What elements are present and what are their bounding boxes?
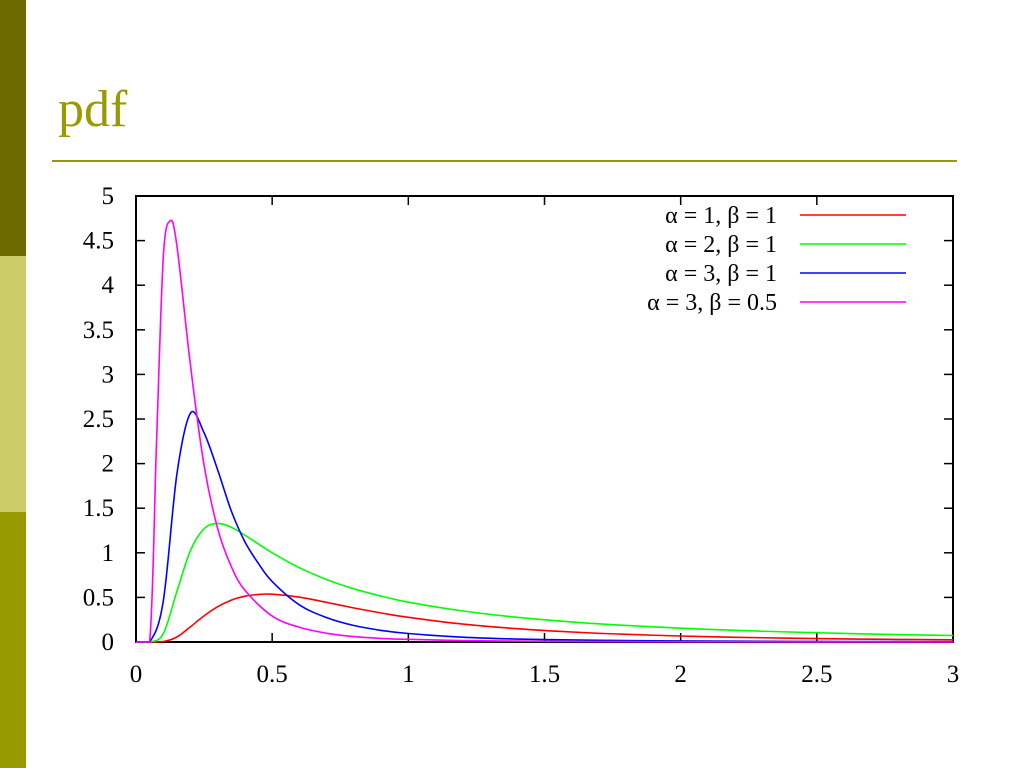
plot-frame xyxy=(135,195,954,643)
x-tick-label: 0 xyxy=(130,661,143,688)
x-tick-label: 0.5 xyxy=(257,661,288,688)
y-tick-label: 1.5 xyxy=(83,495,114,522)
legend-label-1: α = 1, β = 1 xyxy=(665,203,777,229)
slide-title: pdf xyxy=(58,81,128,138)
series-lines xyxy=(136,219,954,643)
x-tick-label: 2 xyxy=(674,661,687,688)
series-line-1 xyxy=(136,593,954,643)
y-tick-label: 5 xyxy=(102,183,115,210)
legend: α = 1, β = 1 α = 2, β = 1 α = 3, β = 1 α = … xyxy=(647,203,906,316)
series-line-4 xyxy=(136,219,954,643)
y-tick-label: 0.5 xyxy=(83,584,114,611)
y-tick-label: 3.5 xyxy=(83,317,114,344)
y-tick-label: 2.5 xyxy=(83,406,114,433)
legend-label-3: α = 3, β = 1 xyxy=(665,261,777,287)
y-tick-label: 4.5 xyxy=(83,228,114,255)
series-line-3 xyxy=(136,410,954,643)
axis-ticks: 0 0.5 1 1.5 2 2.5 3 0 0.5 1 1.5 2 2.5 3 3.5 4 4.5 5 xyxy=(83,183,960,688)
legend-label-2: α = 2, β = 1 xyxy=(665,232,777,258)
y-tick-label: 2 xyxy=(102,451,115,478)
y-tick-label: 4 xyxy=(102,272,115,299)
sidebar-band-top xyxy=(0,0,26,256)
x-tick-label: 2.5 xyxy=(801,661,832,688)
y-tick-label: 3 xyxy=(102,361,115,388)
sidebar-band-middle xyxy=(0,256,26,512)
sidebar-band-bottom xyxy=(0,512,26,768)
x-tick-label: 3 xyxy=(947,661,960,688)
x-tick-label: 1 xyxy=(402,661,415,688)
x-tick-label: 1.5 xyxy=(529,661,560,688)
legend-label-4: α = 3, β = 0.5 xyxy=(647,290,777,316)
series-line-2 xyxy=(136,522,954,643)
y-tick-label: 1 xyxy=(102,540,115,567)
y-tick-label: 0 xyxy=(102,629,115,656)
title-rule xyxy=(52,160,957,162)
